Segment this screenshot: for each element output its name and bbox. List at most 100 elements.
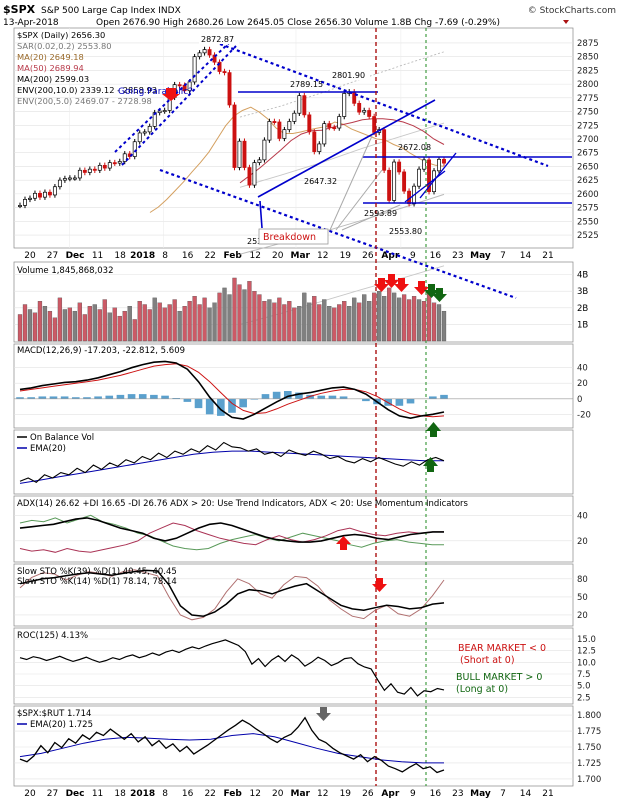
price-bar-body-55 [292,112,297,122]
macd-green-up-arrow-icon [426,422,441,437]
macd-hist-bar-18 [217,398,225,416]
chart-date: 13-Apr-2018 [3,18,59,28]
roc-content [19,639,445,697]
volume-bar-64 [337,304,342,342]
chart-name: S&P 500 Large Cap Index INDX [41,6,181,16]
volume-bar-50 [267,299,272,342]
volume-bar-45 [242,289,247,342]
obv-ema-legend: EMA(20) [30,444,66,454]
x-tick-bottom-11: 20 [272,789,284,799]
volume-bar-5 [42,306,48,342]
price-tick-label-9: 2750 [577,108,599,118]
price-bar-body-76 [397,161,402,173]
x-tick-bottom-21: 7 [500,789,506,799]
x-tick-bottom-10: 12 [249,789,260,799]
x-tick-bottom-2: Dec [66,789,85,799]
x-tick-top-4: 18 [114,251,126,261]
volume-bar-59 [312,296,317,342]
volume-bar-13 [82,314,87,342]
adx-panel-frame [13,495,574,563]
volume-red-arrow-1-icon [374,278,389,292]
bull-long-label: (Long at 0) [456,684,508,695]
x-tick-top-18: 16 [430,251,442,261]
macd-hist-bar-2 [38,396,47,399]
volume-bar-4 [37,301,43,342]
volume-bar-71 [372,292,377,342]
volume-bar-54 [287,301,292,342]
volume-bar-82 [426,292,432,342]
volume-bar-15 [92,304,97,342]
price-bar-body-74 [387,169,392,201]
volume-bar-12 [77,302,82,342]
volume-bar-42 [227,294,232,342]
roc-line [19,639,445,697]
y-axis-tick-labels: 2525 2550 2575 2600 2625 2650 2675 2700 2725 2750… [577,39,601,785]
volume-bar-20 [117,315,122,342]
volume-bar-32 [177,310,182,342]
price-bar-body-21 [122,153,127,162]
price-bar-body-84 [437,158,441,172]
x-tick-top-0: 20 [24,251,36,261]
x-tick-bottom-22: 14 [520,789,532,799]
x-tick-bottom-16: Apr [381,789,399,799]
sto-k39-line [19,569,445,617]
volume-bar-75 [391,292,397,342]
x-tick-top-17: 9 [410,251,416,261]
sto-tick-label-0: 80 [577,575,588,585]
macd-hist-bar-29 [339,396,348,399]
price-bar-body-4 [38,192,42,198]
price-bar-body-20 [117,161,122,164]
small-wedge-lower [404,170,446,203]
price-ma50-line [239,118,445,184]
x-tick-top-10: 12 [249,251,260,261]
volume-bar-74 [387,287,392,342]
macd-hist-bar-17 [205,398,214,415]
macd-hist-bar-16 [194,398,203,409]
pointer-2 [335,169,383,231]
price-bar-body-75 [392,161,397,201]
volume-bar-0 [17,314,23,342]
price-bar-body-19 [112,162,117,165]
adx-red-up-arrow-icon [336,536,351,550]
macd-tick-label-3: -20 [577,410,591,420]
x-tick-top-16: Apr [381,251,399,261]
breakdown-box [258,228,329,245]
roc-tick-label-2: 10.0 [577,658,596,668]
macd-hist-bar-3 [49,396,58,399]
x-axis-tick-labels-price: 20 27 Dec 11 18 2018 8 16 22 Feb 12 20 Mar 12 19 26 Apr 9… [24,251,553,261]
macd-hist-bar-35 [406,398,415,404]
price-bar-body-29 [162,110,167,113]
stochastic-content [19,569,445,621]
volume-bar-51 [272,302,277,342]
x-tick-top-3: 11 [92,251,103,261]
price-bars [18,46,446,209]
x-tick-top-22: 14 [520,251,532,261]
roc-tick-label-0: 15.0 [577,635,596,645]
volume-bar-69 [362,294,367,342]
x-tick-top-5: 2018 [130,251,155,261]
adx-legend: ADX(14) 26.62 +DI 16.65 -DI 26.76 ADX > … [17,499,469,509]
volume-bar-30 [167,304,172,342]
volume-bar-6 [47,310,53,342]
macd-hist-bar-21 [250,398,259,400]
volume-bar-34 [187,301,192,342]
x-tick-bottom-6: 8 [162,789,168,799]
x-tick-bottom-9: Feb [224,789,243,799]
x-tick-bottom-20: May [470,789,491,799]
macd-hist-bar-22 [261,394,270,399]
ratio-gray-down-arrow-icon [316,707,331,721]
volume-bar-76 [396,297,402,342]
volume-green-arrow-2-icon [432,288,447,302]
breakdown-pointers [329,135,401,231]
volume-bar-26 [147,309,152,342]
price-bar-body-71 [372,116,377,133]
x-tick-bottom-15: 26 [362,789,374,799]
volume-bar-31 [172,299,177,342]
price-bar-body-38 [207,49,212,56]
volume-bar-35 [192,296,197,342]
label-2647: 2647.32 [304,177,337,186]
volume-bar-16 [97,309,102,342]
volume-bar-73 [382,296,387,342]
volume-bar-57 [302,292,307,342]
price-env5_upper-line [239,122,445,188]
